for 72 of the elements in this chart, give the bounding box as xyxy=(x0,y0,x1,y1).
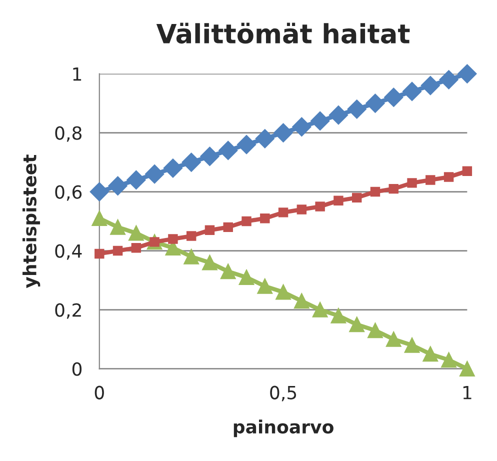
point xyxy=(368,322,383,338)
point xyxy=(294,293,310,309)
point xyxy=(315,202,325,212)
point xyxy=(218,140,238,160)
point xyxy=(310,111,330,130)
point xyxy=(186,231,196,241)
point xyxy=(255,129,274,148)
point xyxy=(200,146,220,166)
point xyxy=(223,222,233,232)
point xyxy=(366,94,385,113)
y-tick-label: 0 xyxy=(72,362,82,376)
point xyxy=(458,64,477,84)
point xyxy=(370,186,380,197)
point xyxy=(276,284,291,300)
point xyxy=(404,338,420,353)
point xyxy=(384,88,404,107)
point xyxy=(349,316,364,332)
y-tick-label: 0,4 xyxy=(55,244,82,260)
point xyxy=(292,117,312,136)
point xyxy=(90,182,109,202)
point xyxy=(462,166,472,176)
point xyxy=(278,208,288,218)
point xyxy=(347,100,366,119)
point xyxy=(407,178,417,188)
point xyxy=(460,361,475,376)
point xyxy=(92,210,108,226)
point xyxy=(202,254,218,270)
point xyxy=(112,246,123,256)
point xyxy=(330,308,346,324)
y-tick-label: 0,8 xyxy=(55,126,82,142)
point xyxy=(204,225,215,235)
point xyxy=(402,82,422,101)
point xyxy=(386,332,402,347)
point xyxy=(260,213,270,224)
point xyxy=(108,176,128,196)
x-tick-label: 0,5 xyxy=(270,386,296,402)
point xyxy=(128,225,144,241)
point xyxy=(328,106,348,125)
point xyxy=(184,249,199,264)
point xyxy=(274,123,293,142)
point xyxy=(238,270,254,285)
point xyxy=(444,172,454,182)
point xyxy=(312,302,328,318)
point xyxy=(131,242,142,253)
point xyxy=(296,204,307,214)
point xyxy=(441,352,456,368)
y-axis-title: yhteispisteet xyxy=(22,154,40,288)
point xyxy=(334,196,344,206)
chart-title: Välittömät haitat xyxy=(156,22,410,44)
point xyxy=(257,278,273,294)
point xyxy=(145,164,164,184)
point xyxy=(168,234,178,244)
point xyxy=(422,346,438,362)
point xyxy=(126,170,146,190)
x-tick-label: 1 xyxy=(463,386,472,400)
point xyxy=(94,248,104,259)
x-tick-label: 0 xyxy=(94,386,104,400)
point xyxy=(388,184,398,194)
point xyxy=(426,175,436,185)
point xyxy=(182,152,201,172)
point xyxy=(163,158,182,178)
point xyxy=(110,220,126,235)
point xyxy=(352,192,362,203)
y-tick-label: 0,2 xyxy=(55,303,81,319)
point xyxy=(236,135,256,154)
point xyxy=(420,76,440,96)
y-tick-label: 1 xyxy=(73,67,82,81)
point xyxy=(439,70,458,90)
point xyxy=(220,264,236,280)
y-tick-label: 0,6 xyxy=(55,185,82,201)
point xyxy=(242,216,252,226)
x-axis-title: painoarvo xyxy=(234,420,334,438)
